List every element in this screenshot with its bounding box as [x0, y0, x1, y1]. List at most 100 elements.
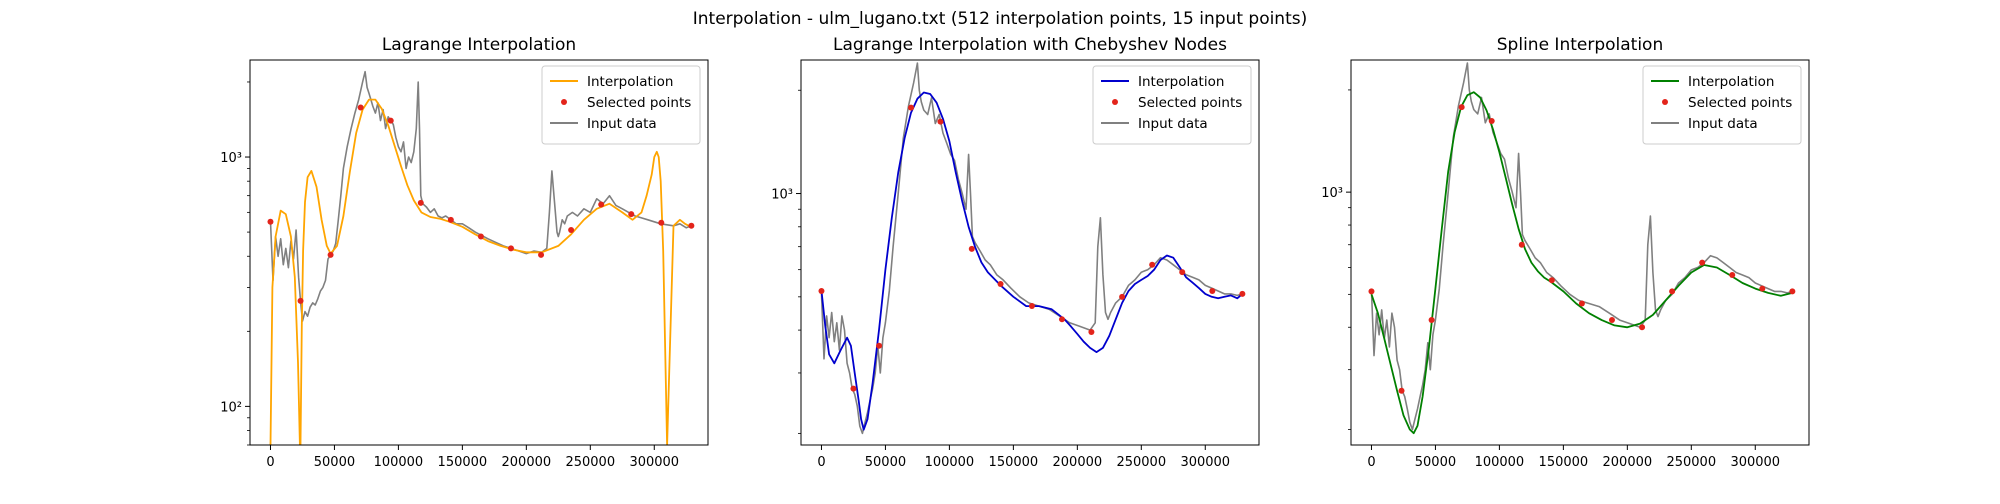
- x-tick-label: 200000: [502, 455, 552, 470]
- legend: Interpolation Selected points Input data: [1092, 65, 1252, 145]
- panel-title: Spline Interpolation: [1497, 35, 1663, 55]
- selected-point: [850, 385, 857, 392]
- input-data-line: [269, 70, 692, 322]
- chart-panel-2: Lagrange Interpolation with Chebyshev No…: [771, 35, 1260, 470]
- chart-panel-3: Spline Interpolation 0 50000 100000 150000 20…: [1321, 35, 1810, 470]
- selected-point: [1639, 324, 1646, 331]
- panel-title: Lagrange Interpolation: [382, 35, 576, 55]
- selected-point: [1699, 259, 1706, 266]
- legend-entry-label: Interpolation: [1688, 74, 1774, 90]
- y-tick-label: 10³: [220, 151, 242, 166]
- selected-point: [688, 222, 695, 229]
- x-tick-label: 150000: [438, 455, 488, 470]
- selected-point: [1608, 317, 1615, 324]
- legend-box: [1092, 65, 1252, 145]
- y-tick-label: 10²: [220, 400, 242, 415]
- interpolation-line: [820, 91, 1243, 431]
- selected-point: [1669, 288, 1676, 295]
- panel-title: Lagrange Interpolation with Chebyshev No…: [833, 35, 1227, 55]
- x-tick-label: 100000: [374, 455, 424, 470]
- legend: Interpolation Selected points Input data: [1642, 65, 1802, 145]
- axes-frame: [249, 59, 709, 446]
- legend-entry-label: Input data: [1138, 116, 1208, 132]
- selected-point: [1578, 300, 1585, 307]
- selected-point: [1179, 269, 1186, 276]
- figure-suptitle: Interpolation - ulm_lugano.txt (512 inte…: [693, 9, 1308, 29]
- legend-box: [541, 65, 701, 145]
- x-tick-label: 150000: [989, 455, 1039, 470]
- selected-point: [1209, 287, 1216, 294]
- selected-point: [968, 245, 975, 252]
- y-tick-label: 10³: [1321, 186, 1343, 201]
- legend-entry-label: Selected points: [1688, 95, 1792, 111]
- selected-point: [1028, 303, 1035, 310]
- selected-point: [1548, 277, 1555, 284]
- legend-point-marker: [1112, 99, 1118, 105]
- selected-point: [1119, 293, 1126, 300]
- x-tick-label: 300000: [1180, 455, 1230, 470]
- x-tick-label: 250000: [565, 455, 615, 470]
- interpolation-line: [269, 98, 690, 445]
- selected-point: [447, 216, 454, 223]
- selected-point: [538, 251, 545, 258]
- axes-frame: [800, 59, 1260, 446]
- selected-point: [267, 218, 274, 225]
- x-tick-label: 100000: [925, 455, 975, 470]
- x-tick-label: 100000: [1475, 455, 1525, 470]
- selected-point: [997, 280, 1004, 287]
- selected-point: [1428, 317, 1435, 324]
- selected-point: [387, 117, 394, 124]
- selected-point: [876, 342, 883, 349]
- selected-point: [1518, 241, 1525, 248]
- selected-point: [417, 199, 424, 206]
- selected-point: [937, 118, 944, 125]
- selected-point: [908, 104, 915, 111]
- selected-point: [818, 287, 825, 294]
- y-tick-label: 10³: [771, 188, 793, 203]
- x-tick-label: 50000: [1415, 455, 1456, 470]
- legend-entry-label: Input data: [1688, 116, 1758, 132]
- x-tick-label: 200000: [1603, 455, 1653, 470]
- selected-point: [1058, 316, 1065, 323]
- x-tick-label: 250000: [1666, 455, 1716, 470]
- selected-point: [297, 297, 304, 304]
- selected-point: [1458, 104, 1465, 111]
- selected-point: [658, 219, 665, 226]
- legend-entry-label: Interpolation: [1138, 74, 1224, 90]
- x-tick-label: 50000: [865, 455, 906, 470]
- selected-point: [1729, 272, 1736, 279]
- input-data-line: [820, 62, 1243, 435]
- selected-point: [1759, 285, 1766, 292]
- x-tick-label: 0: [1367, 455, 1375, 470]
- x-tick-label: 50000: [314, 455, 355, 470]
- legend: Interpolation Selected points Input data: [541, 65, 701, 145]
- legend-entry-label: Selected points: [587, 95, 691, 111]
- x-tick-label: 300000: [1730, 455, 1780, 470]
- selected-point: [1398, 387, 1405, 394]
- selected-point: [1088, 328, 1095, 335]
- selected-point: [1239, 290, 1246, 297]
- x-tick-label: 150000: [1539, 455, 1589, 470]
- selected-point: [1789, 288, 1796, 295]
- legend-box: [1642, 65, 1802, 145]
- axes-frame: [1350, 59, 1810, 446]
- x-tick-label: 250000: [1116, 455, 1166, 470]
- x-tick-label: 300000: [629, 455, 679, 470]
- legend-point-marker: [1662, 99, 1668, 105]
- x-tick-label: 200000: [1053, 455, 1103, 470]
- input-data-line: [1370, 62, 1793, 431]
- legend-entry-label: Input data: [587, 116, 657, 132]
- selected-point: [1149, 261, 1156, 268]
- legend-entry-label: Interpolation: [587, 74, 673, 90]
- selected-point: [327, 251, 334, 258]
- selected-point: [357, 104, 364, 111]
- selected-point: [477, 233, 484, 240]
- legend-point-marker: [561, 99, 567, 105]
- selected-point: [1368, 288, 1375, 295]
- selected-point: [568, 226, 575, 233]
- chart-panel-1: Lagrange Interpolation 0 50000 100000 150000…: [220, 35, 709, 470]
- interpolation-line: [1370, 91, 1793, 435]
- x-tick-label: 0: [817, 455, 825, 470]
